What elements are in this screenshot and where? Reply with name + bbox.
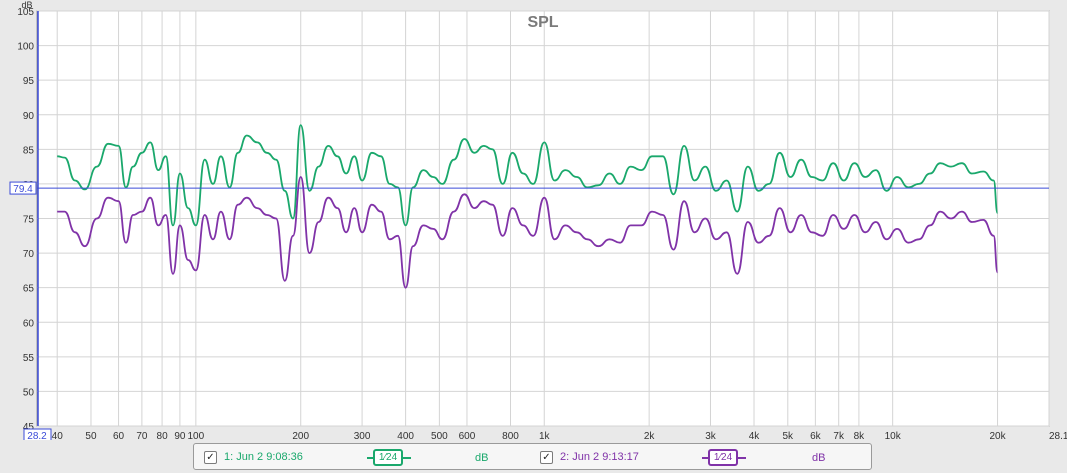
legend-label-2: 2: Jun 2 9:13:17 bbox=[560, 451, 639, 463]
y-tick-label: 70 bbox=[23, 249, 35, 260]
chart-title: SPL bbox=[527, 14, 558, 31]
legend-unit-1: dB bbox=[475, 452, 489, 464]
cursor-y-readout: 79.4 bbox=[13, 184, 33, 195]
x-tick-label: 60 bbox=[113, 431, 125, 440]
x-tick-label: 6k bbox=[810, 431, 822, 440]
x-tick-label: 8k bbox=[854, 431, 866, 440]
x-tick-label: 80 bbox=[157, 431, 169, 440]
x-tick-label: 28.1k Hz bbox=[1049, 431, 1067, 440]
x-tick-label: 800 bbox=[502, 431, 519, 440]
smoothing-denominator-1: 24 bbox=[386, 452, 398, 463]
legend-item-1[interactable]: ✓ 1: Jun 2 9:08:36 bbox=[204, 449, 303, 465]
x-tick-label: 90 bbox=[174, 431, 186, 440]
x-tick-label: 300 bbox=[354, 431, 371, 440]
smoothing-badge-2[interactable]: 1⁄24 bbox=[708, 449, 738, 466]
x-tick-label: 100 bbox=[188, 431, 205, 440]
x-tick-label: 50 bbox=[85, 431, 97, 440]
legend-panel: ✓ 1: Jun 2 9:08:36 1⁄24 dB ✓ 2: Jun 2 9:… bbox=[193, 443, 872, 470]
y-tick-label: 60 bbox=[23, 318, 35, 329]
y-tick-label: 105 bbox=[17, 7, 34, 18]
legend-label-1: 1: Jun 2 9:08:36 bbox=[224, 451, 303, 463]
x-tick-label: 400 bbox=[397, 431, 414, 440]
y-tick-label: 75 bbox=[23, 215, 35, 226]
x-tick-label: 200 bbox=[292, 431, 309, 440]
smoothing-badge-1[interactable]: 1⁄24 bbox=[373, 449, 403, 466]
legend-item-2[interactable]: ✓ 2: Jun 2 9:13:17 bbox=[540, 449, 639, 465]
y-axis-unit-label: dB bbox=[21, 0, 32, 10]
x-tick-label: 40 bbox=[52, 431, 64, 440]
x-tick-label: 10k bbox=[885, 431, 902, 440]
cursor-y-readout-box bbox=[9, 181, 37, 195]
y-tick-label: 100 bbox=[17, 42, 34, 53]
smoothing-numerator-2: 1 bbox=[713, 452, 720, 463]
x-tick-label: 1k bbox=[539, 431, 551, 440]
smoothing-denominator-2: 24 bbox=[721, 452, 733, 463]
y-tick-label: 50 bbox=[23, 387, 35, 398]
x-tick-label: 500 bbox=[431, 431, 448, 440]
y-tick-label: 90 bbox=[23, 111, 35, 122]
smoothing-numerator-1: 1 bbox=[378, 452, 385, 463]
cursor-x-readout: 28.2 bbox=[27, 431, 47, 440]
y-tick-label: 45 bbox=[23, 422, 35, 433]
x-tick-label: 2k bbox=[644, 431, 656, 440]
y-tick-label: 65 bbox=[23, 284, 35, 295]
x-tick-label: 600 bbox=[459, 431, 476, 440]
smoothing-control-1[interactable]: 1⁄24 bbox=[367, 449, 411, 466]
x-tick-label: 5k bbox=[783, 431, 795, 440]
series-line-2 bbox=[57, 176, 999, 289]
y-tick-label: 95 bbox=[23, 76, 35, 87]
spl-chart[interactable]: 40 50 60 70 80 90 100 200 300 400 500 600 800 1k 2k 3k 4… bbox=[0, 0, 1067, 440]
legend-unit-2: dB bbox=[812, 452, 826, 464]
x-tick-label: 20k bbox=[989, 431, 1006, 440]
y-tick-label: 85 bbox=[23, 145, 35, 156]
x-tick-label: 3k bbox=[705, 431, 717, 440]
y-tick-label: 55 bbox=[23, 353, 35, 364]
legend-checkbox-2[interactable]: ✓ bbox=[540, 450, 553, 464]
x-tick-label: 7k bbox=[833, 431, 845, 440]
smoothing-control-2[interactable]: 1⁄24 bbox=[702, 449, 746, 466]
x-tick-label: 70 bbox=[136, 431, 148, 440]
x-tick-label: 4k bbox=[749, 431, 761, 440]
legend-checkbox-1[interactable]: ✓ bbox=[204, 450, 217, 464]
cursor-x-readout-box bbox=[23, 428, 52, 440]
series-line-1 bbox=[57, 124, 999, 227]
